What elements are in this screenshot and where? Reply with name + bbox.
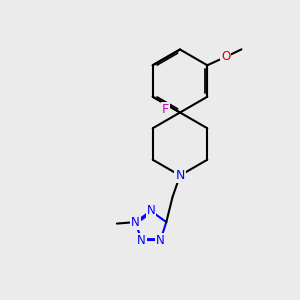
- Text: N: N: [137, 234, 146, 247]
- Text: N: N: [131, 216, 140, 229]
- Text: N: N: [175, 169, 185, 182]
- Text: O: O: [221, 50, 230, 63]
- Text: N: N: [156, 234, 165, 247]
- Text: F: F: [162, 103, 169, 116]
- Text: N: N: [146, 204, 155, 218]
